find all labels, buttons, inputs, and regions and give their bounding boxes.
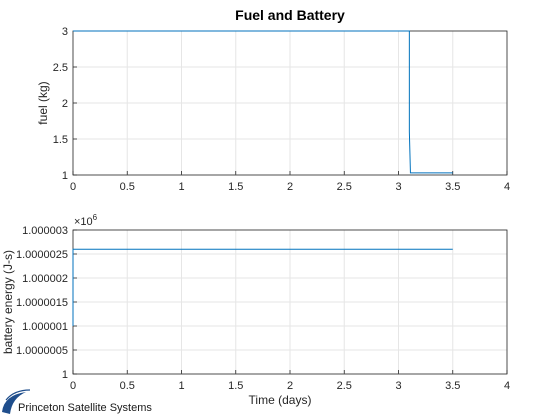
y-exponent-label: ×106: [74, 213, 98, 228]
logo-swoosh-icon: [2, 392, 26, 414]
y-tick-label: 2: [62, 98, 68, 110]
y-tick-label: 1.000001: [22, 321, 68, 333]
chart-title: Fuel and Battery: [235, 7, 345, 23]
x-tick-label: 4: [504, 380, 510, 392]
x-tick-label: 2.5: [337, 181, 352, 193]
x-tick-label: 1: [178, 181, 184, 193]
y-tick-label: 1.000002: [22, 273, 68, 285]
logo-swoosh-arc-icon: [5, 389, 31, 401]
y-tick-label: 1: [62, 369, 68, 381]
x-tick-label: 2: [287, 380, 293, 392]
x-tick-label: 0: [70, 380, 76, 392]
series-line-0: [72, 248, 453, 326]
princeton-satellite-systems-logo: Princeton Satellite Systems: [2, 389, 152, 414]
x-axis-label: Time (days): [249, 393, 312, 407]
x-tick-label: 0: [70, 181, 76, 193]
y-tick-label: 1.5: [53, 134, 68, 146]
y-tick-label: 2.5: [53, 62, 68, 74]
y-axis-label: fuel (kg): [36, 81, 50, 124]
x-tick-label: 2: [287, 181, 293, 193]
x-tick-label: 3: [395, 181, 401, 193]
y-tick-label: 1.0000005: [16, 345, 68, 357]
y-tick-label: 1.0000025: [16, 249, 68, 261]
x-tick-label: 4: [504, 181, 510, 193]
x-tick-label: 3.5: [445, 380, 460, 392]
x-tick-label: 2.5: [337, 380, 352, 392]
series-line-0: [73, 30, 453, 174]
y-tick-label: 1.0000015: [16, 297, 68, 309]
logo-text: Princeton Satellite Systems: [18, 402, 152, 414]
x-tick-label: 1.5: [228, 380, 243, 392]
x-tick-label: 3.5: [445, 181, 460, 193]
fuel-axes: 0 0.5 1 1.5 2 2.5 3 3.5 4 1 1.5 2 2.5 3 fuel (kg): [36, 26, 510, 193]
x-tick-label: 1.5: [228, 181, 243, 193]
y-tick-label: 3: [62, 26, 68, 38]
x-tick-label: 3: [395, 380, 401, 392]
y-tick-label: 1: [62, 170, 68, 182]
battery-axes: 0 0.5 1 1.5 2 2.5 3 3.5 4 1 1.0000005 1.000001 1.000…: [1, 213, 510, 407]
x-tick-label: 0.5: [120, 380, 135, 392]
y-tick-label: 1.000003: [22, 225, 68, 237]
y-axis-label: battery energy (J-s): [1, 250, 15, 354]
x-tick-label: 0.5: [120, 181, 135, 193]
x-tick-label: 1: [178, 380, 184, 392]
